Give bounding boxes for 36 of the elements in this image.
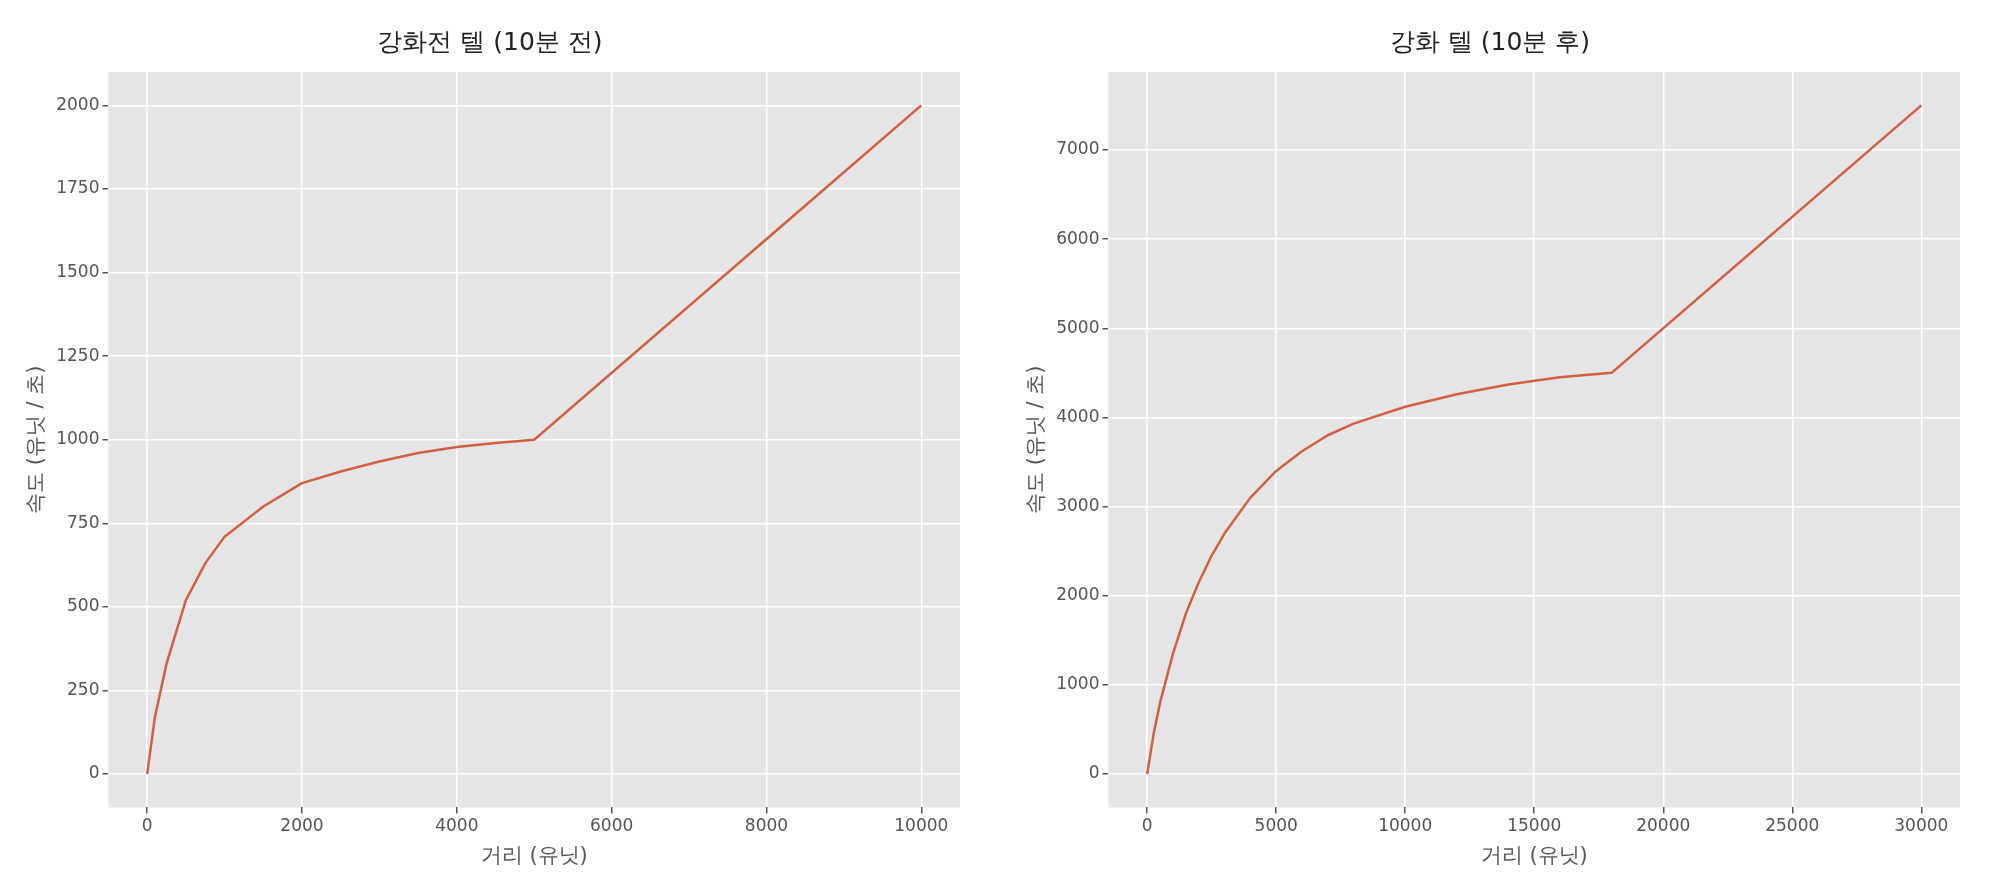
y-axis-title: 속도 (유닛 / 초)	[1023, 365, 1048, 514]
chart-title: 강화전 텔 (10분 전)	[377, 26, 603, 56]
y-tick-label: 2000	[1056, 584, 1100, 605]
y-tick-label: 0	[88, 762, 100, 783]
y-tick-label: 1750	[56, 177, 100, 198]
y-tick-label: 6000	[1056, 227, 1100, 248]
x-tick-label: 6000	[590, 815, 634, 836]
x-tick-label: 8000	[744, 815, 789, 836]
y-tick-label: 1000	[1056, 673, 1100, 694]
y-tick-label: 3000	[1056, 494, 1100, 515]
x-tick-label: 4000	[435, 815, 479, 836]
x-tick-label: 0	[141, 815, 153, 836]
x-tick-label: 20000	[1636, 815, 1691, 836]
x-tick-label: 15000	[1507, 815, 1562, 836]
y-tick-label: 500	[67, 595, 100, 616]
x-tick-label: 10000	[1378, 815, 1433, 836]
x-tick-label: 30000	[1894, 815, 1949, 836]
x-tick-label: 0	[1141, 815, 1153, 836]
y-tick-label: 5000	[1056, 316, 1100, 337]
y-tick-label: 4000	[1056, 405, 1100, 426]
y-tick-label: 750	[67, 511, 100, 532]
y-tick-label: 1000	[56, 428, 100, 449]
y-axis-title: 속도 (유닛 / 초)	[23, 365, 48, 514]
y-tick-label: 2000	[56, 93, 100, 114]
x-tick-label: 25000	[1765, 815, 1820, 836]
x-axis-title: 거리 (유닛)	[1480, 842, 1588, 867]
x-tick-label: 5000	[1254, 815, 1298, 836]
y-tick-label: 250	[67, 678, 100, 699]
y-tick-label: 0	[1088, 762, 1100, 783]
x-tick-label: 10000	[894, 815, 949, 836]
x-tick-label: 2000	[280, 815, 324, 836]
chart-title: 강화 텔 (10분 후)	[1389, 26, 1591, 56]
y-tick-label: 1250	[56, 344, 100, 365]
y-tick-label: 7000	[1056, 138, 1100, 159]
y-tick-label: 1500	[56, 260, 100, 281]
x-axis-title: 거리 (유닛)	[480, 842, 588, 867]
